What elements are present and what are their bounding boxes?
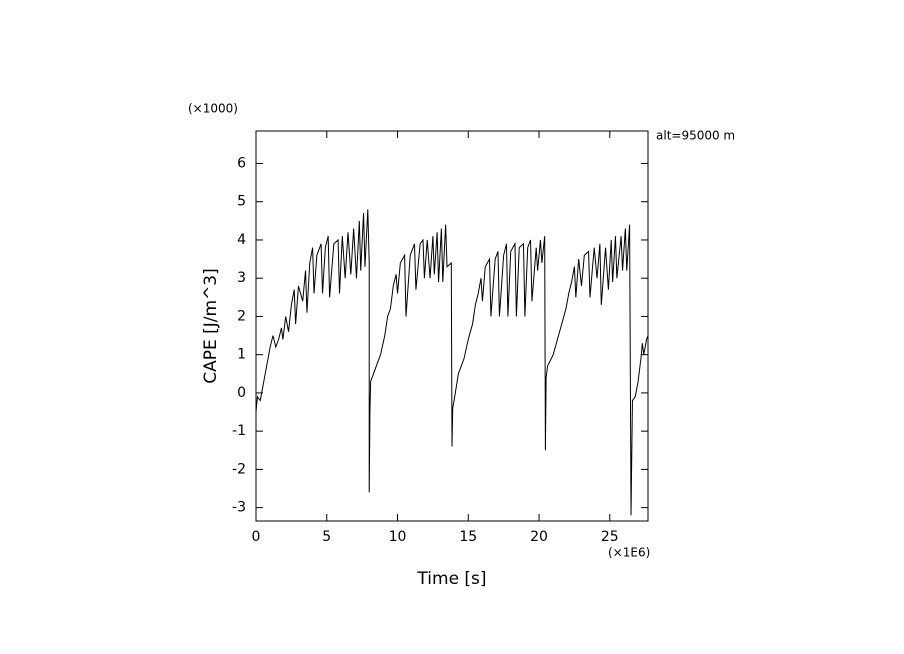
y-tick-label: 6 xyxy=(237,156,246,172)
x-tick-label: 15 xyxy=(459,529,477,545)
x-tick-label: 25 xyxy=(601,529,619,545)
plot-frame xyxy=(255,130,649,522)
y-tick-label: 1 xyxy=(237,347,246,363)
y-multiplier: (×1000) xyxy=(188,102,238,116)
y-tick-label: 5 xyxy=(237,194,246,210)
y-tick-label: -3 xyxy=(232,500,246,516)
x-tick-label: 10 xyxy=(389,529,407,545)
y-tick-label: 2 xyxy=(237,308,246,324)
y-tick-label: 0 xyxy=(237,385,246,401)
annotation: alt=95000 m xyxy=(656,129,735,143)
x-tick-label: 5 xyxy=(322,529,331,545)
x-axis-label: Time [s] xyxy=(416,569,486,589)
y-tick-label: -2 xyxy=(232,461,246,477)
x-multiplier: (×1E6) xyxy=(608,546,650,560)
y-axis-label: CAPE [J/m^3] xyxy=(201,268,221,384)
x-tick-label: 0 xyxy=(252,529,261,545)
data-line xyxy=(255,209,649,516)
y-tick-label: 4 xyxy=(237,232,246,248)
x-tick-label: 20 xyxy=(530,529,548,545)
y-tick-label: -1 xyxy=(232,423,246,439)
y-tick-label: 3 xyxy=(237,270,246,286)
